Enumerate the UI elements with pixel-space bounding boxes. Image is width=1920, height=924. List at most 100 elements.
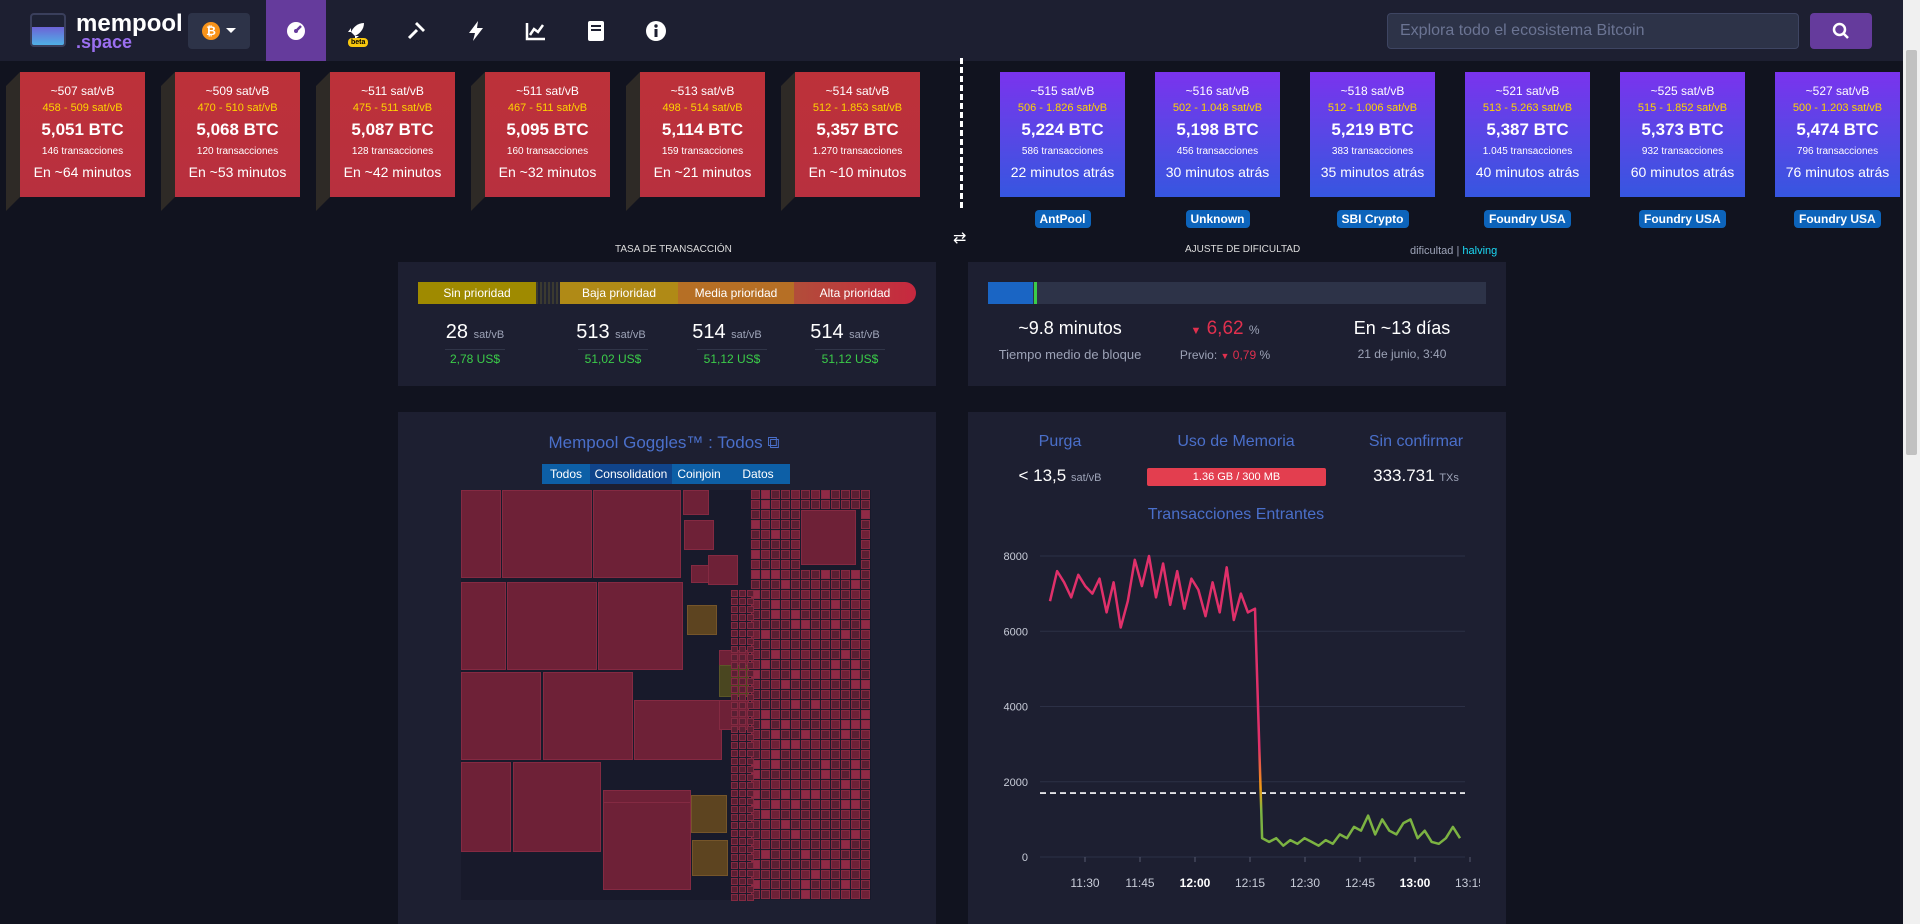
treemap-tile[interactable] xyxy=(761,870,770,879)
treemap-tile[interactable] xyxy=(731,870,738,877)
treemap-tile[interactable] xyxy=(861,810,870,819)
treemap-tile[interactable] xyxy=(781,820,790,829)
treemap-tile[interactable] xyxy=(791,500,800,509)
treemap-tile[interactable] xyxy=(841,720,850,729)
treemap-tile[interactable] xyxy=(761,670,770,679)
treemap-tile[interactable] xyxy=(761,630,770,639)
treemap-tile[interactable] xyxy=(781,750,790,759)
treemap-tile[interactable] xyxy=(851,800,860,809)
treemap-tile[interactable] xyxy=(801,850,810,859)
treemap-tile[interactable] xyxy=(831,570,840,579)
treemap-tile[interactable] xyxy=(747,726,754,733)
treemap-tile[interactable] xyxy=(739,590,746,597)
treemap-tile[interactable] xyxy=(761,720,770,729)
treemap-tile[interactable] xyxy=(731,614,738,621)
treemap-tile[interactable] xyxy=(851,810,860,819)
treemap-tile[interactable] xyxy=(841,870,850,879)
treemap-tile[interactable] xyxy=(781,660,790,669)
treemap-tile[interactable] xyxy=(761,820,770,829)
treemap-tile[interactable] xyxy=(821,770,830,779)
treemap-tile[interactable] xyxy=(781,780,790,789)
treemap-tile[interactable] xyxy=(851,600,860,609)
treemap-tile[interactable] xyxy=(791,660,800,669)
treemap-tile[interactable] xyxy=(851,740,860,749)
treemap-tile[interactable] xyxy=(801,880,810,889)
treemap-tile[interactable] xyxy=(761,710,770,719)
treemap-tile[interactable] xyxy=(831,610,840,619)
treemap-tile[interactable] xyxy=(771,500,780,509)
treemap-tile[interactable] xyxy=(861,500,870,509)
treemap-tile[interactable] xyxy=(739,862,746,869)
treemap-tile[interactable] xyxy=(593,490,681,578)
treemap-tile[interactable] xyxy=(821,500,830,509)
treemap-tile[interactable] xyxy=(841,820,850,829)
treemap-tile[interactable] xyxy=(791,520,800,529)
treemap-tile[interactable] xyxy=(801,680,810,689)
treemap-tile[interactable] xyxy=(747,734,754,741)
treemap-tile[interactable] xyxy=(811,670,820,679)
treemap-tile[interactable] xyxy=(781,700,790,709)
treemap-tile[interactable] xyxy=(771,540,780,549)
treemap-tile[interactable] xyxy=(731,646,738,653)
treemap-tile[interactable] xyxy=(821,600,830,609)
treemap-tile[interactable] xyxy=(851,590,860,599)
treemap-tile[interactable] xyxy=(683,490,709,515)
treemap-tile[interactable] xyxy=(731,894,738,901)
treemap-tile[interactable] xyxy=(791,820,800,829)
treemap-tile[interactable] xyxy=(771,820,780,829)
treemap-tile[interactable] xyxy=(811,490,820,499)
treemap-tile[interactable] xyxy=(821,490,830,499)
treemap-tile[interactable] xyxy=(831,700,840,709)
treemap-tile[interactable] xyxy=(771,630,780,639)
treemap-tile[interactable] xyxy=(739,886,746,893)
treemap-tile[interactable] xyxy=(861,570,870,579)
treemap-tile[interactable] xyxy=(841,650,850,659)
toggle-halving[interactable]: halving xyxy=(1462,245,1498,257)
treemap-tile[interactable] xyxy=(761,510,770,519)
treemap-tile[interactable] xyxy=(851,890,860,899)
treemap-tile[interactable] xyxy=(841,710,850,719)
treemap-tile[interactable] xyxy=(747,630,754,637)
treemap-tile[interactable] xyxy=(761,690,770,699)
mempool-logo[interactable]: mempool .space xyxy=(30,10,183,52)
treemap-tile[interactable] xyxy=(801,640,810,649)
treemap-tile[interactable] xyxy=(811,740,820,749)
treemap-tile[interactable] xyxy=(801,500,810,509)
treemap-tile[interactable] xyxy=(771,560,780,569)
treemap-tile[interactable] xyxy=(831,500,840,509)
treemap-tile[interactable] xyxy=(851,620,860,629)
treemap-tile[interactable] xyxy=(811,620,820,629)
treemap-tile[interactable] xyxy=(781,600,790,609)
treemap-tile[interactable] xyxy=(851,840,860,849)
treemap-tile[interactable] xyxy=(761,740,770,749)
treemap-tile[interactable] xyxy=(821,790,830,799)
mempool-treemap[interactable] xyxy=(461,490,871,901)
treemap-tile[interactable] xyxy=(761,790,770,799)
treemap-tile[interactable] xyxy=(811,810,820,819)
treemap-tile[interactable] xyxy=(781,650,790,659)
treemap-tile[interactable] xyxy=(841,890,850,899)
treemap-tile[interactable] xyxy=(731,686,738,693)
treemap-tile[interactable] xyxy=(739,686,746,693)
treemap-tile[interactable] xyxy=(739,742,746,749)
treemap-tile[interactable] xyxy=(851,730,860,739)
treemap-tile[interactable] xyxy=(841,620,850,629)
treemap-tile[interactable] xyxy=(739,662,746,669)
treemap-tile[interactable] xyxy=(841,740,850,749)
treemap-tile[interactable] xyxy=(861,600,870,609)
treemap-tile[interactable] xyxy=(831,780,840,789)
treemap-tile[interactable] xyxy=(851,820,860,829)
treemap-tile[interactable] xyxy=(791,880,800,889)
treemap-tile[interactable] xyxy=(761,780,770,789)
goggles-tab-coinjoin[interactable]: Coinjoin xyxy=(672,464,726,484)
treemap-tile[interactable] xyxy=(771,650,780,659)
treemap-tile[interactable] xyxy=(811,590,820,599)
treemap-tile[interactable] xyxy=(739,822,746,829)
treemap-tile[interactable] xyxy=(831,820,840,829)
treemap-tile[interactable] xyxy=(791,560,800,569)
treemap-tile[interactable] xyxy=(801,820,810,829)
treemap-tile[interactable] xyxy=(771,660,780,669)
treemap-tile[interactable] xyxy=(731,678,738,685)
treemap-tile[interactable] xyxy=(821,840,830,849)
treemap-tile[interactable] xyxy=(739,718,746,725)
